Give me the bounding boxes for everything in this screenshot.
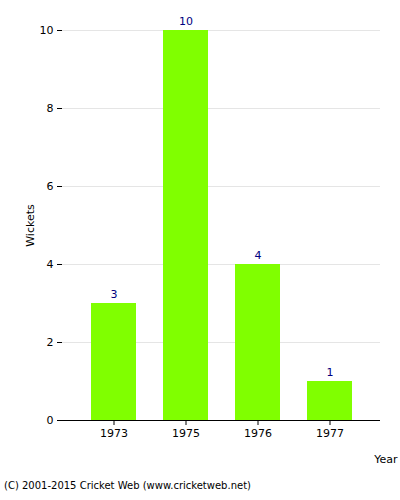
svg-text:1975: 1975 [172, 427, 200, 440]
svg-text:1976: 1976 [244, 427, 272, 440]
svg-text:1: 1 [327, 366, 334, 379]
svg-text:10: 10 [179, 15, 193, 28]
svg-text:2: 2 [47, 336, 54, 349]
html-text:(C) 2001-2015 Cricket Web (www: (C) 2001-2015 Cricket Web (www.cricketwe… [4, 480, 251, 491]
svg-text:1973: 1973 [100, 427, 128, 440]
svg-text:1977: 1977 [316, 427, 344, 440]
svg-text:3: 3 [111, 288, 118, 301]
svg-text:8: 8 [47, 102, 54, 115]
svg-text:4: 4 [255, 249, 262, 262]
svg-text:Year: Year [373, 453, 398, 466]
svg-text:Wickets: Wickets [24, 204, 37, 247]
svg-text:4: 4 [47, 258, 54, 271]
svg-text:6: 6 [47, 180, 54, 193]
svg-text:10: 10 [40, 24, 54, 37]
svg-text:0: 0 [47, 414, 54, 427]
